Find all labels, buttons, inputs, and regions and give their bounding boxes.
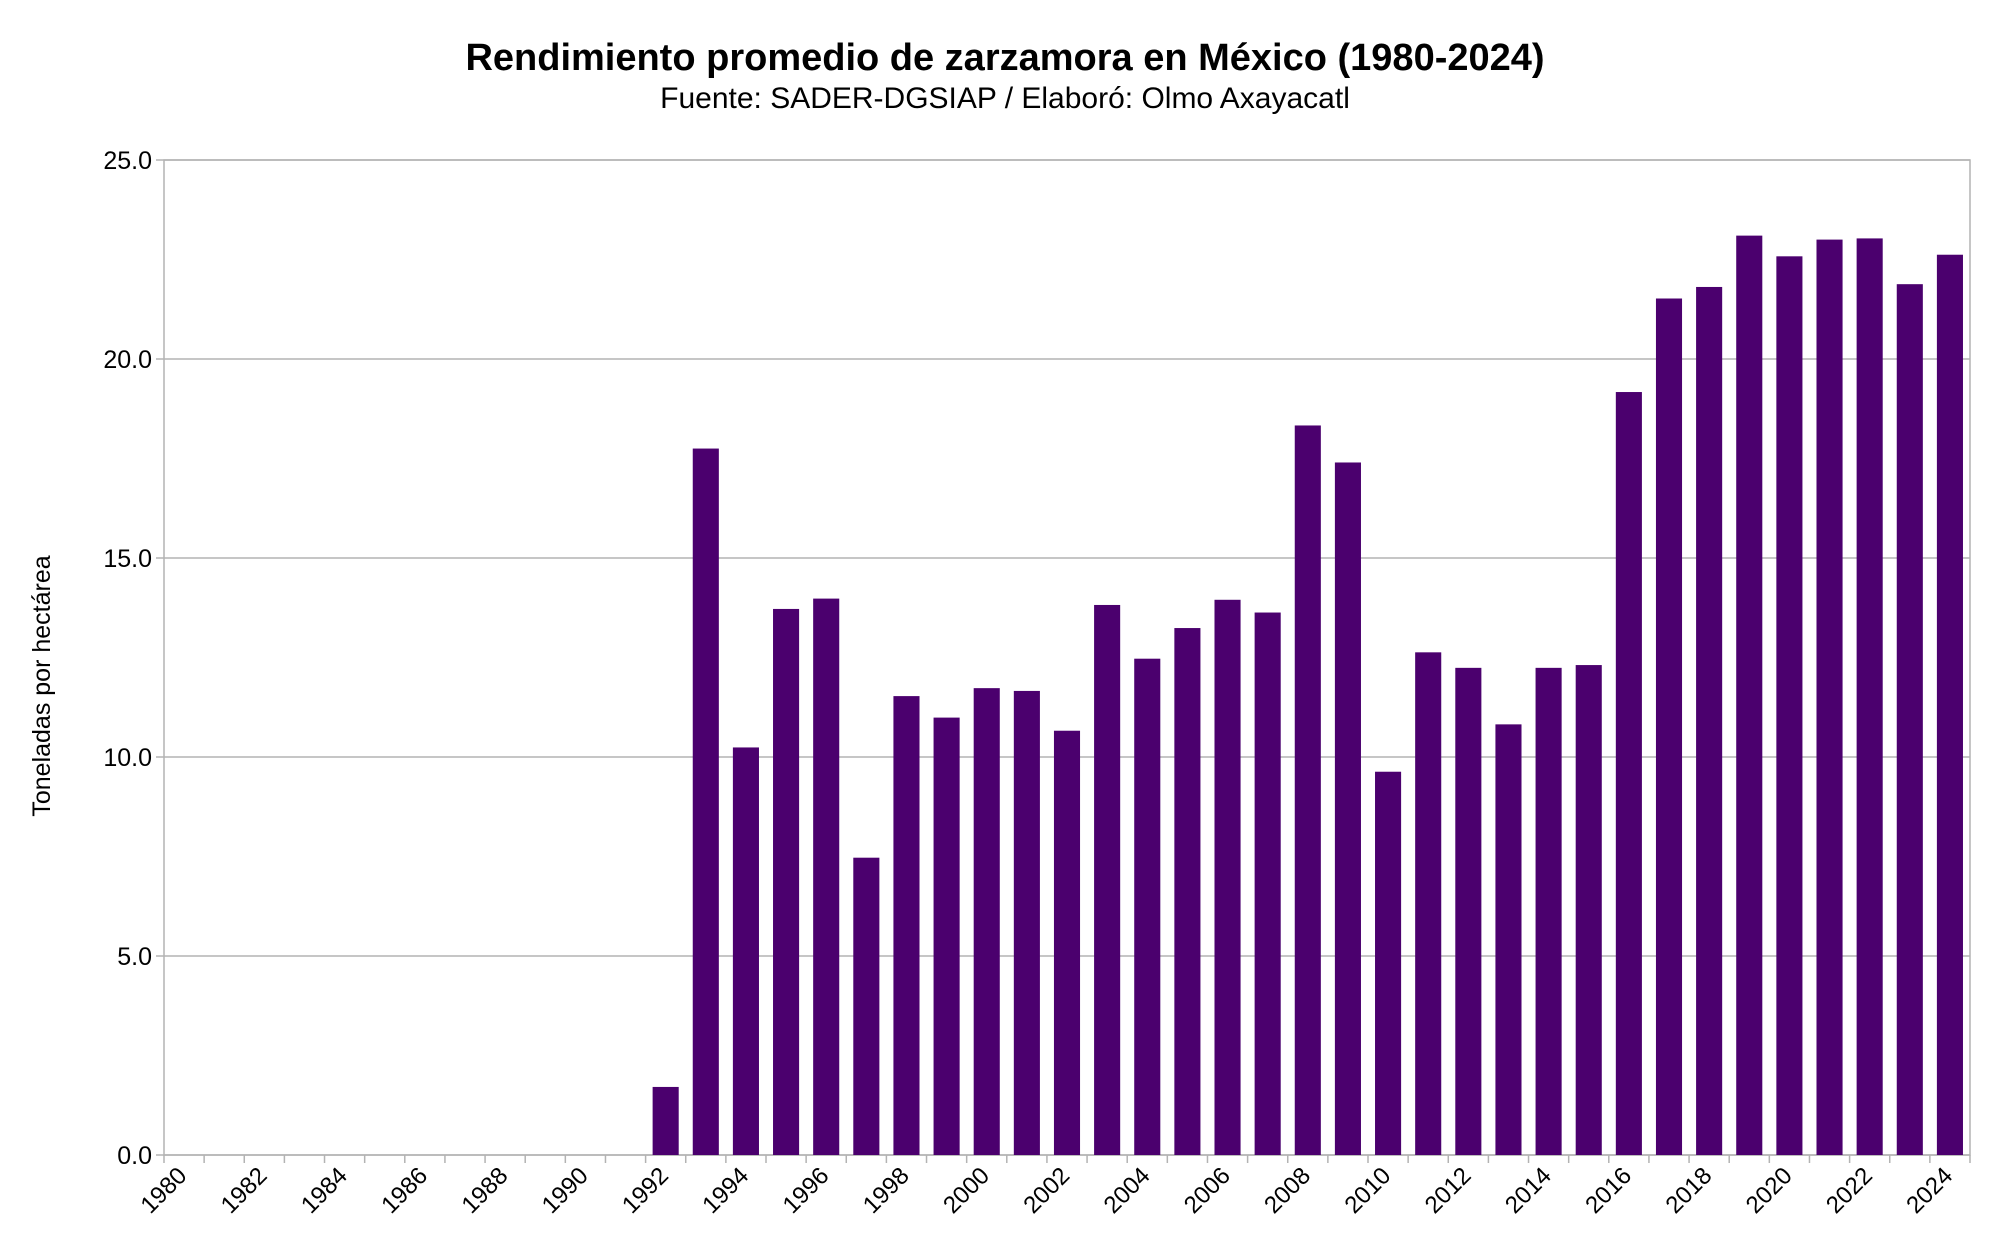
bar-2000 xyxy=(973,688,1000,1155)
bar-2006 xyxy=(1214,599,1241,1155)
bar-2013 xyxy=(1495,724,1522,1155)
bar-2021 xyxy=(1816,239,1843,1156)
bar-2008 xyxy=(1294,425,1321,1155)
x-tick-label: 1988 xyxy=(457,1162,514,1219)
bar-2018 xyxy=(1696,286,1723,1155)
y-tick-label: 5.0 xyxy=(117,943,152,971)
bar-2015 xyxy=(1575,665,1602,1155)
bar-1992 xyxy=(652,1086,679,1155)
bar-1998 xyxy=(893,696,920,1155)
y-tick-label: 15.0 xyxy=(103,545,152,573)
x-tick-label: 1994 xyxy=(697,1162,754,1219)
bar-2002 xyxy=(1053,730,1081,1155)
bar-2003 xyxy=(1094,604,1121,1155)
bar-2011 xyxy=(1415,652,1442,1155)
x-tick-label: 1990 xyxy=(537,1162,594,1219)
x-tick-label: 2006 xyxy=(1179,1162,1236,1219)
bar-2001 xyxy=(1013,690,1040,1155)
x-tick-label: 1998 xyxy=(858,1162,915,1219)
bar-2022 xyxy=(1856,238,1883,1155)
x-tick-label: 2018 xyxy=(1661,1162,1718,1219)
x-tick-label: 2010 xyxy=(1339,1162,1396,1219)
bar-1995 xyxy=(773,608,800,1155)
x-tick-label: 2012 xyxy=(1420,1162,1477,1219)
bar-1999 xyxy=(933,717,960,1155)
y-tick-label: 25.0 xyxy=(103,147,152,175)
bar-2019 xyxy=(1736,235,1763,1155)
bar-2014 xyxy=(1535,667,1562,1155)
bar-2020 xyxy=(1776,256,1803,1155)
bar-2010 xyxy=(1375,771,1402,1155)
bar-2017 xyxy=(1655,298,1683,1155)
x-tick-label: 2024 xyxy=(1901,1162,1958,1219)
bar-2005 xyxy=(1174,628,1201,1155)
bar-1997 xyxy=(853,857,880,1155)
chart-subtitle: Fuente: SADER-DGSIAP / Elaboró: Olmo Axa… xyxy=(660,82,1350,115)
bar-2023 xyxy=(1896,284,1923,1155)
x-tick-label: 2008 xyxy=(1259,1162,1316,1219)
x-tick-label: 2000 xyxy=(938,1162,995,1219)
x-tick-label: 1996 xyxy=(778,1162,835,1219)
bar-2024 xyxy=(1936,254,1963,1155)
y-tick-label: 0.0 xyxy=(117,1142,152,1170)
x-tick-label: 2022 xyxy=(1821,1162,1878,1219)
y-axis-label: Toneladas por hectárea xyxy=(28,555,56,816)
bar-2004 xyxy=(1134,658,1161,1155)
y-tick-label: 20.0 xyxy=(103,346,152,374)
x-tick-label: 1992 xyxy=(617,1162,674,1219)
x-tick-label: 2002 xyxy=(1018,1162,1075,1219)
x-tick-label: 2020 xyxy=(1741,1162,1798,1219)
x-tick-label: 2016 xyxy=(1580,1162,1637,1219)
x-tick-label: 1984 xyxy=(296,1162,353,1219)
bar-1996 xyxy=(813,598,840,1155)
x-tick-label: 1982 xyxy=(216,1162,273,1219)
bar-2016 xyxy=(1615,392,1642,1155)
x-tick-label: 2004 xyxy=(1099,1162,1156,1219)
y-tick-label: 10.0 xyxy=(103,744,152,772)
bar-1993 xyxy=(692,448,719,1155)
bar-2012 xyxy=(1455,667,1482,1155)
x-tick-label: 2014 xyxy=(1500,1162,1557,1219)
bar-2009 xyxy=(1334,462,1361,1156)
x-tick-label: 1980 xyxy=(135,1162,192,1219)
bar-1994 xyxy=(732,747,759,1155)
bar-2007 xyxy=(1254,612,1281,1155)
x-tick-label: 1986 xyxy=(376,1162,433,1219)
chart-title: Rendimiento promedio de zarzamora en Méx… xyxy=(465,37,1544,79)
